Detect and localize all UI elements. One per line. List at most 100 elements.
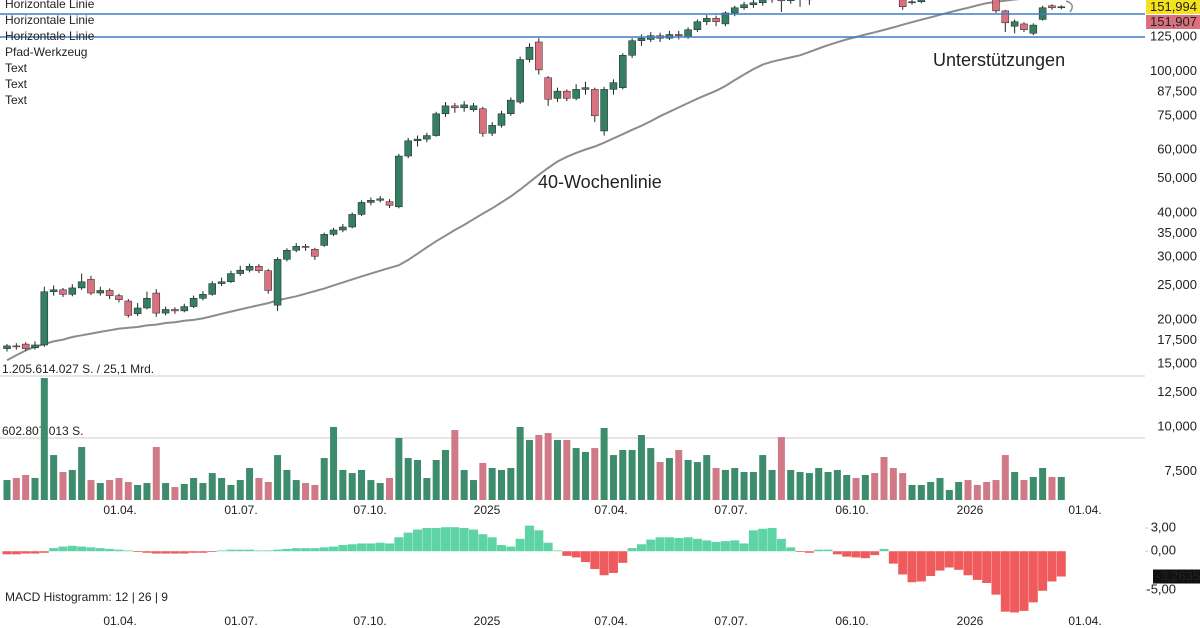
macd-bar (114, 549, 124, 552)
macd-bar (385, 543, 395, 552)
volume-bar (292, 480, 300, 500)
volume-bar (973, 484, 981, 500)
candle-body (171, 309, 179, 312)
candle-body (31, 344, 39, 348)
price-tick-label: 17,500 (1157, 332, 1197, 347)
macd-bar (814, 549, 824, 552)
macd-bar (720, 541, 730, 552)
x-tick-label: 07.04. (594, 614, 627, 628)
candle-body (786, 0, 795, 2)
macd-bar (692, 538, 702, 552)
macd-value-label: -3,26356 (1156, 568, 1200, 583)
candle-body (385, 201, 394, 206)
macd-bar (319, 547, 329, 552)
volume-bar (348, 473, 356, 500)
volume-bar (255, 477, 263, 500)
candle-body (329, 229, 338, 235)
macd-bar (338, 545, 348, 552)
volume-bar (917, 484, 925, 500)
macd-bar (39, 551, 49, 553)
volume-tick-label: 1.205.614.027 S. / 25,1 Mrd. (2, 362, 154, 376)
macd-bar (1038, 551, 1048, 591)
candle-body (479, 108, 487, 134)
volume-bar (152, 447, 160, 500)
macd-bar (1010, 551, 1020, 613)
macd-bar (357, 543, 367, 552)
macd-bar (972, 551, 982, 580)
candle-body (283, 249, 291, 260)
volume-bar (236, 480, 244, 500)
macd-bar (1047, 551, 1057, 582)
candle-body (637, 37, 646, 41)
volume-bar (283, 469, 291, 500)
candle-body (581, 87, 590, 90)
volume-bar (497, 469, 505, 500)
candle-body (217, 281, 226, 284)
macd-bar (179, 551, 189, 554)
x-tick-label: 2025 (474, 614, 501, 628)
volume-bar (852, 477, 860, 500)
volume-bar (218, 477, 226, 500)
macd-bar (636, 544, 646, 552)
volume-bar (358, 469, 366, 500)
volume-bar (227, 484, 235, 500)
volume-bar (609, 455, 617, 500)
macd-bar (580, 551, 590, 563)
x-tick-label: 01.07. (224, 503, 257, 517)
candle-body (357, 202, 366, 215)
candle-body (87, 279, 95, 294)
macd-bar (926, 551, 936, 577)
macd-bar (991, 551, 1001, 595)
x-tick-label: 06.10. (835, 614, 868, 628)
macd-bar (217, 550, 227, 552)
candle-body (1020, 23, 1028, 30)
volume-bar (264, 482, 272, 500)
macd-bar (86, 547, 96, 552)
candle-body (572, 89, 580, 99)
candle-body (432, 113, 440, 136)
volume-bar (945, 490, 953, 500)
candle-body (236, 269, 244, 274)
macd-bar (198, 551, 208, 553)
macd-bar (664, 537, 674, 552)
macd-bar (11, 551, 21, 555)
object-list-item: Horizontale Linie (5, 29, 95, 43)
volume-bar (162, 483, 170, 500)
volume-bar (749, 472, 757, 500)
macd-bar (1000, 551, 1010, 612)
price-tick-label: 25,000 (1157, 277, 1197, 292)
macd-bar (963, 551, 973, 576)
candle-body (898, 0, 907, 8)
macd-bar (674, 538, 684, 552)
x-tick-label: 07.10. (353, 503, 386, 517)
macd-tick-label: 0,00 (1151, 543, 1176, 558)
price-label-box (1146, 15, 1200, 29)
macd-bar (543, 542, 553, 552)
candle-body (245, 266, 254, 271)
macd-bar (562, 551, 572, 556)
volume-bar (180, 483, 188, 500)
macd-bar (450, 527, 460, 552)
candle-body (348, 214, 356, 228)
candle-body (535, 41, 543, 71)
macd-bar (590, 551, 600, 570)
macd-bar (758, 528, 768, 552)
candle-body (441, 105, 450, 115)
macd-bar (627, 548, 637, 552)
candle-body (758, 0, 767, 3)
macd-bar (310, 548, 320, 552)
macd-bar (441, 527, 451, 552)
path-tool-stroke (1065, 0, 1073, 13)
volume-bar (1020, 480, 1028, 500)
volume-bar (824, 472, 832, 500)
macd-bar (487, 537, 497, 552)
volume-bar (553, 440, 561, 500)
macd-bar (161, 551, 171, 554)
macd-bar (95, 548, 105, 552)
macd-bar (67, 545, 77, 552)
volume-bar (992, 480, 1000, 500)
volume-bar (983, 482, 991, 500)
moving-average-line (6, 0, 1020, 362)
macd-bar (571, 551, 581, 558)
macd-bar (515, 538, 525, 552)
